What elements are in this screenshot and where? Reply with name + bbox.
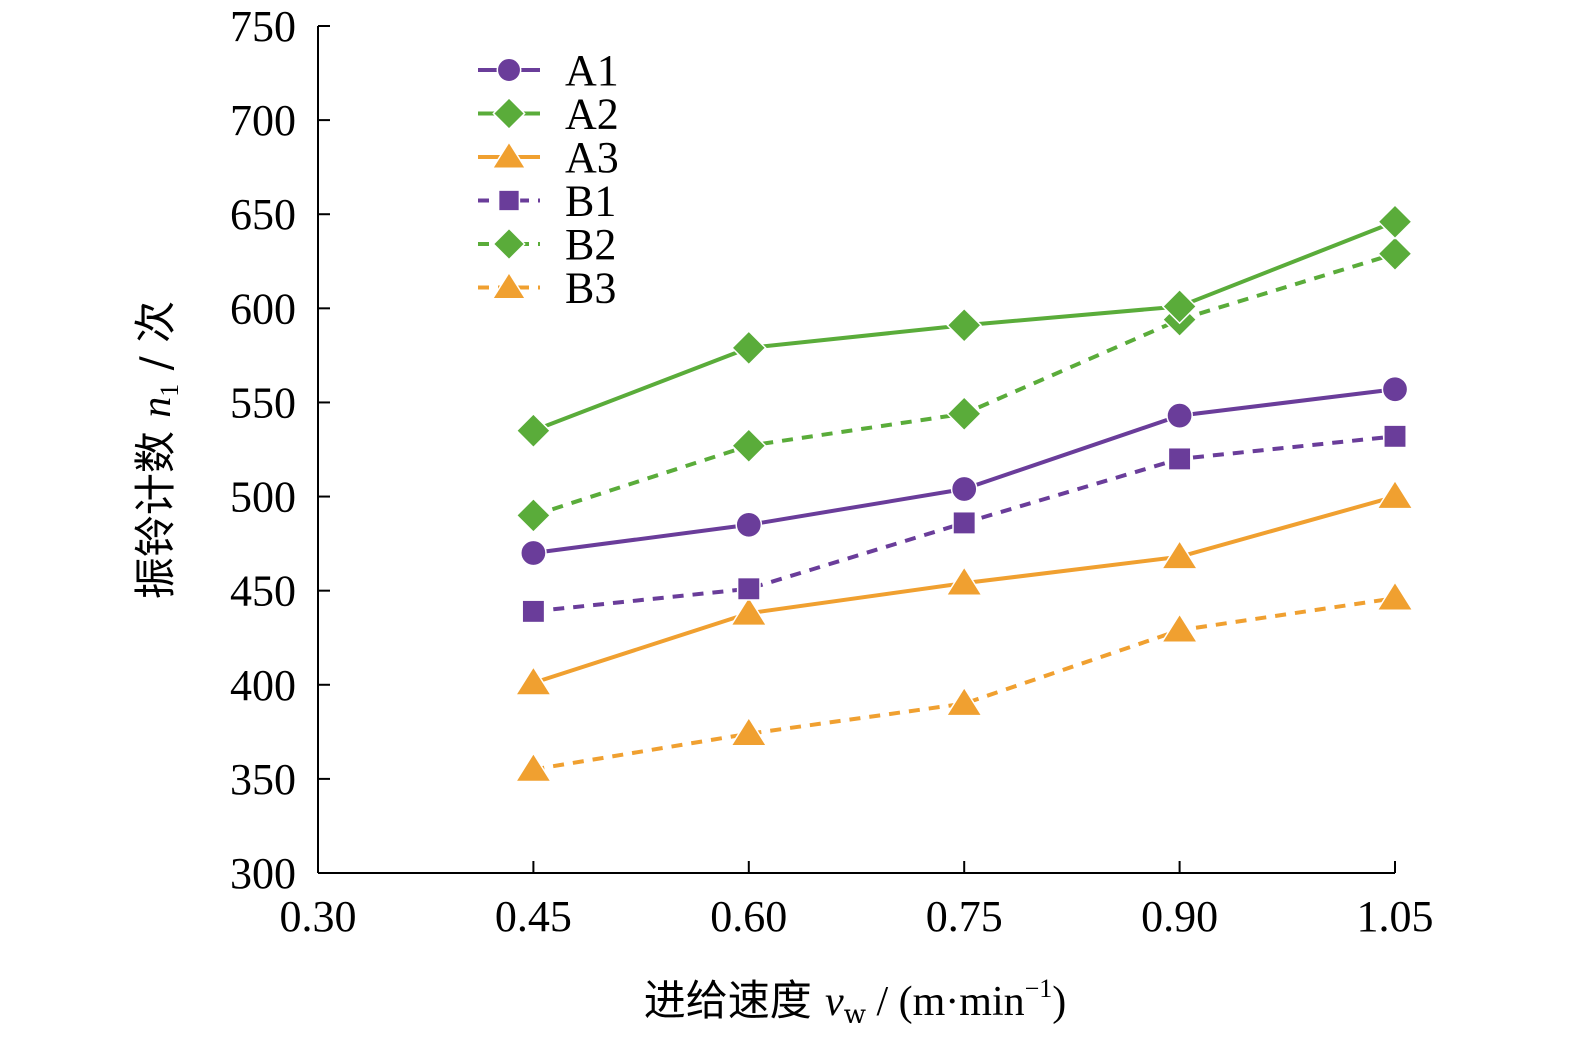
y-tick-label: 550: [230, 378, 296, 427]
y-tick-label: 350: [230, 755, 296, 804]
data-point-a3: [945, 565, 984, 596]
data-point-b2: [946, 395, 983, 432]
y-ticks: 300 350 400 450 500 550 600 650 700 750: [230, 2, 330, 898]
data-point-a2: [730, 329, 767, 366]
y-tick-label: 750: [230, 2, 296, 51]
data-point-a1: [950, 475, 978, 503]
y-tick-label: 300: [230, 849, 296, 898]
x-axis-label-main: 进给速度: [644, 976, 825, 1025]
x-ticks: 0.30 0.45 0.60 0.75 0.90 1.05: [280, 861, 1434, 941]
x-axis-label-unit-open: / (m·min: [866, 979, 1025, 1025]
legend-label: B1: [565, 177, 616, 226]
x-tick-label: 0.30: [280, 892, 357, 941]
x-axis-label-unit-sup: −1: [1025, 974, 1053, 1003]
y-tick-label: 450: [230, 567, 296, 616]
data-point-b3: [729, 716, 768, 747]
data-point-a3: [1375, 479, 1415, 510]
legend-label: A3: [565, 133, 619, 182]
legend-label: B2: [565, 220, 616, 269]
legend-label: A2: [565, 90, 619, 139]
x-tick-label: 0.45: [495, 892, 572, 941]
y-tick-label: 600: [230, 284, 296, 333]
data-point-b1: [521, 599, 546, 624]
legend-swatch-marker: [491, 271, 527, 300]
legend-swatch-marker: [492, 227, 526, 261]
series-a1: [520, 375, 1409, 567]
data-point-b2: [515, 497, 552, 534]
legend-swatch-marker: [491, 140, 527, 169]
data-point-b3: [1375, 580, 1415, 612]
legend-label: B3: [565, 264, 616, 313]
series-layer: [514, 203, 1415, 783]
series-line-b3: [533, 596, 1396, 772]
data-point-a2: [1161, 288, 1198, 325]
data-point-a1: [1381, 375, 1409, 403]
series-a2: [515, 203, 1413, 449]
y-tick-label: 500: [230, 473, 296, 522]
data-point-a2: [1377, 203, 1413, 240]
data-point-a3: [1160, 539, 1199, 570]
series-b3: [514, 580, 1415, 783]
legend-item-a2: A2: [478, 90, 619, 139]
data-point-a3: [514, 665, 553, 696]
series-b1: [521, 424, 1407, 624]
y-tick-label: 700: [230, 96, 296, 145]
y-axis-label-var-sub: 1: [155, 384, 184, 397]
y-axis-label-var: n: [134, 397, 180, 418]
y-tick-label: 400: [230, 661, 296, 710]
data-point-b3: [1160, 612, 1199, 644]
y-tick-label: 650: [230, 190, 296, 239]
y-axis-label: 振铃计数 n1 / 次: [131, 301, 184, 599]
data-point-b3: [945, 686, 984, 717]
legend-item-b3: B3: [478, 264, 616, 313]
legend-swatch-marker: [496, 57, 522, 83]
data-point-b2: [730, 427, 767, 464]
x-axis-label-var-sub: w: [844, 1000, 866, 1030]
legend-swatch-marker: [492, 96, 526, 131]
x-tick-label: 0.90: [1141, 892, 1218, 941]
data-point-a3: [729, 595, 768, 627]
legend-label: A1: [565, 46, 619, 95]
data-point-a1: [1166, 402, 1193, 429]
x-tick-label: 1.05: [1357, 892, 1434, 941]
x-tick-label: 0.75: [926, 892, 1003, 941]
x-axis-label: 进给速度 vw / (m·min−1): [644, 974, 1067, 1030]
series-a3: [514, 479, 1415, 696]
data-point-b3: [514, 751, 553, 783]
data-point-a1: [735, 511, 763, 539]
series-b2: [515, 235, 1413, 534]
legend-item-a1: A1: [478, 46, 619, 95]
legend-swatch-marker: [497, 189, 521, 212]
y-axis-label-unit: / 次: [131, 301, 180, 384]
y-axis-label-main: 振铃计数: [131, 418, 180, 599]
data-point-a1: [520, 539, 547, 567]
legend-item-b2: B2: [478, 220, 616, 269]
data-point-b1: [736, 576, 761, 601]
data-point-a2: [946, 307, 983, 344]
x-axis-label-unit-close: ): [1052, 979, 1066, 1025]
plot-area: [317, 26, 1395, 874]
data-point-b1: [1383, 424, 1407, 449]
data-point-b2: [1377, 235, 1413, 272]
data-point-b1: [952, 510, 977, 535]
data-point-b1: [1167, 446, 1192, 471]
x-tick-label: 0.60: [710, 892, 787, 941]
x-axis-label-var: v: [825, 979, 844, 1025]
legend-item-a3: A3: [478, 133, 619, 182]
data-point-a2: [515, 412, 552, 449]
legend-item-b1: B1: [478, 177, 616, 226]
